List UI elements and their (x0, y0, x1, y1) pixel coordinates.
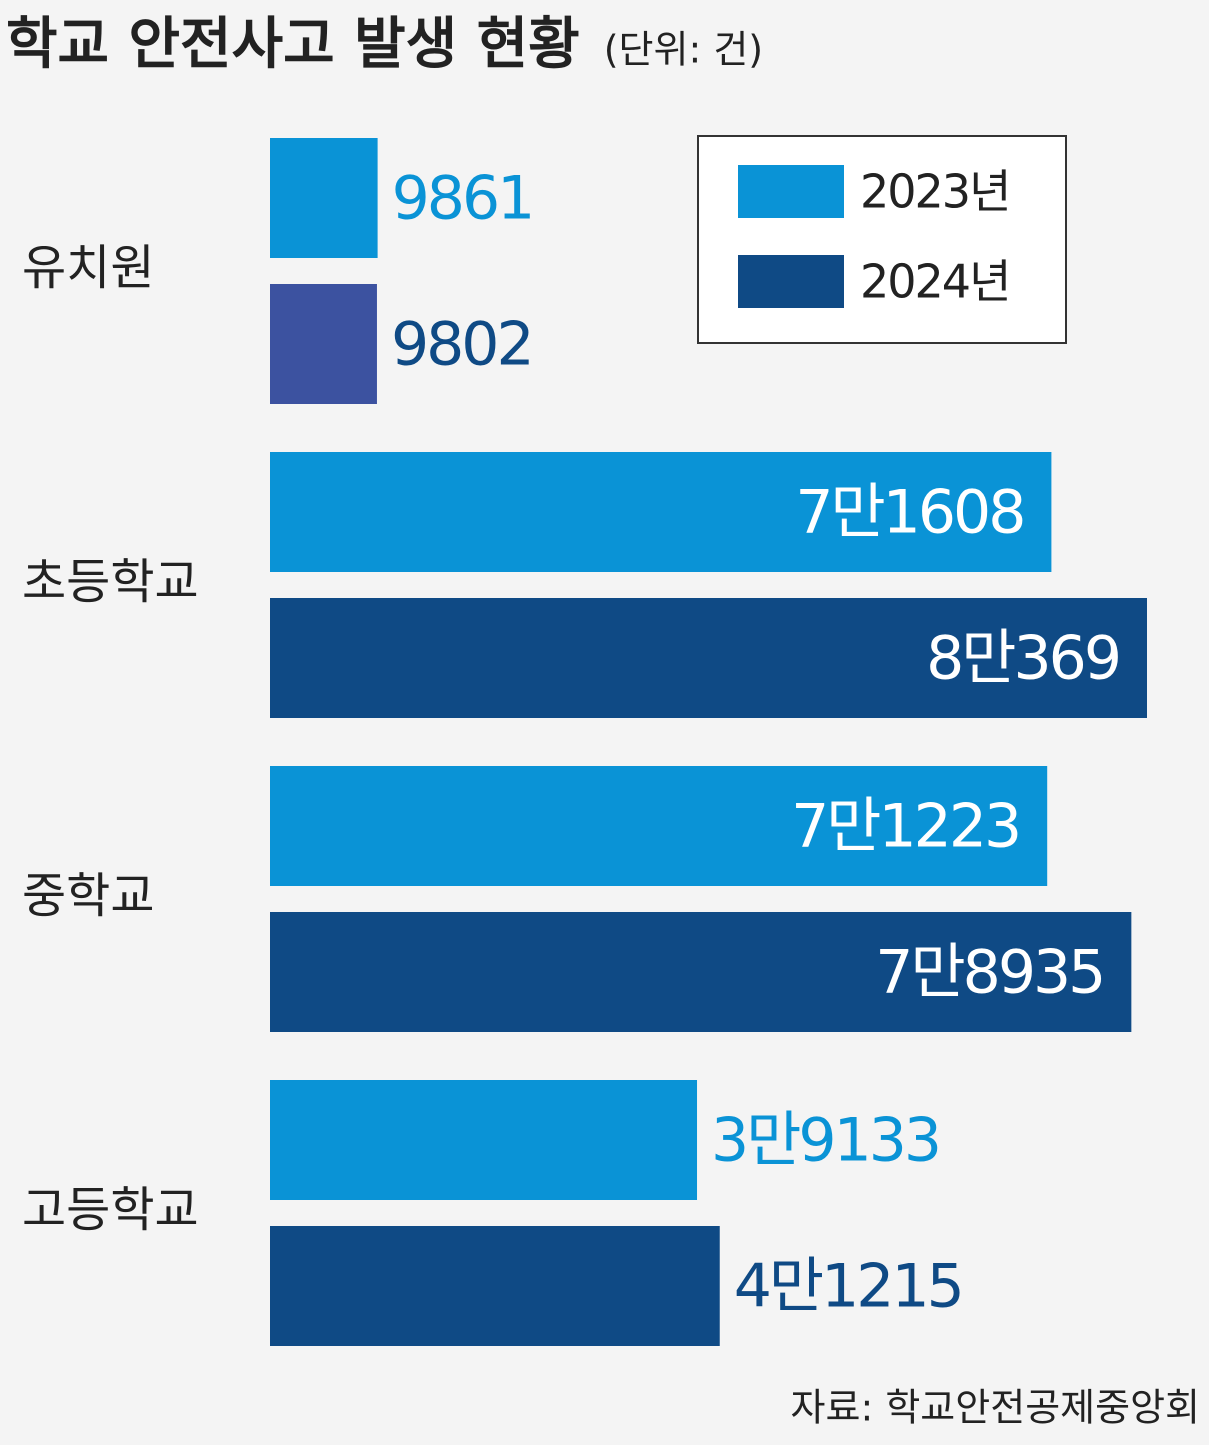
value-label: 7만1608 (795, 478, 1023, 548)
legend-label: 2024년 (860, 255, 1009, 309)
value-label: 3만9133 (711, 1106, 939, 1176)
bar (270, 598, 1147, 718)
legend-swatch (738, 165, 844, 218)
value-label: 9802 (391, 310, 532, 380)
legend-label: 2023년 (860, 165, 1009, 219)
bar (270, 1226, 720, 1346)
bar (270, 452, 1052, 572)
chart-title: 학교 안전사고 발생 현황 (6, 12, 580, 77)
chart-subtitle: (단위: 건) (604, 28, 763, 72)
value-label: 7만8935 (875, 938, 1103, 1008)
category-label: 고등학교 (22, 1182, 199, 1238)
bar (270, 138, 378, 258)
value-label: 7만1223 (791, 792, 1019, 862)
bar (270, 766, 1048, 886)
value-label: 4만1215 (734, 1252, 962, 1322)
legend-swatch (738, 255, 844, 308)
category-label: 초등학교 (22, 554, 199, 610)
bar (270, 1080, 698, 1200)
category-label: 유치원 (22, 240, 154, 296)
bar (270, 912, 1132, 1032)
value-label: 9861 (392, 164, 533, 234)
value-label: 8만369 (926, 624, 1119, 694)
category-label: 중학교 (22, 868, 154, 924)
bar (270, 284, 377, 404)
source: 자료: 학교안전공제중앙회 (791, 1386, 1200, 1430)
